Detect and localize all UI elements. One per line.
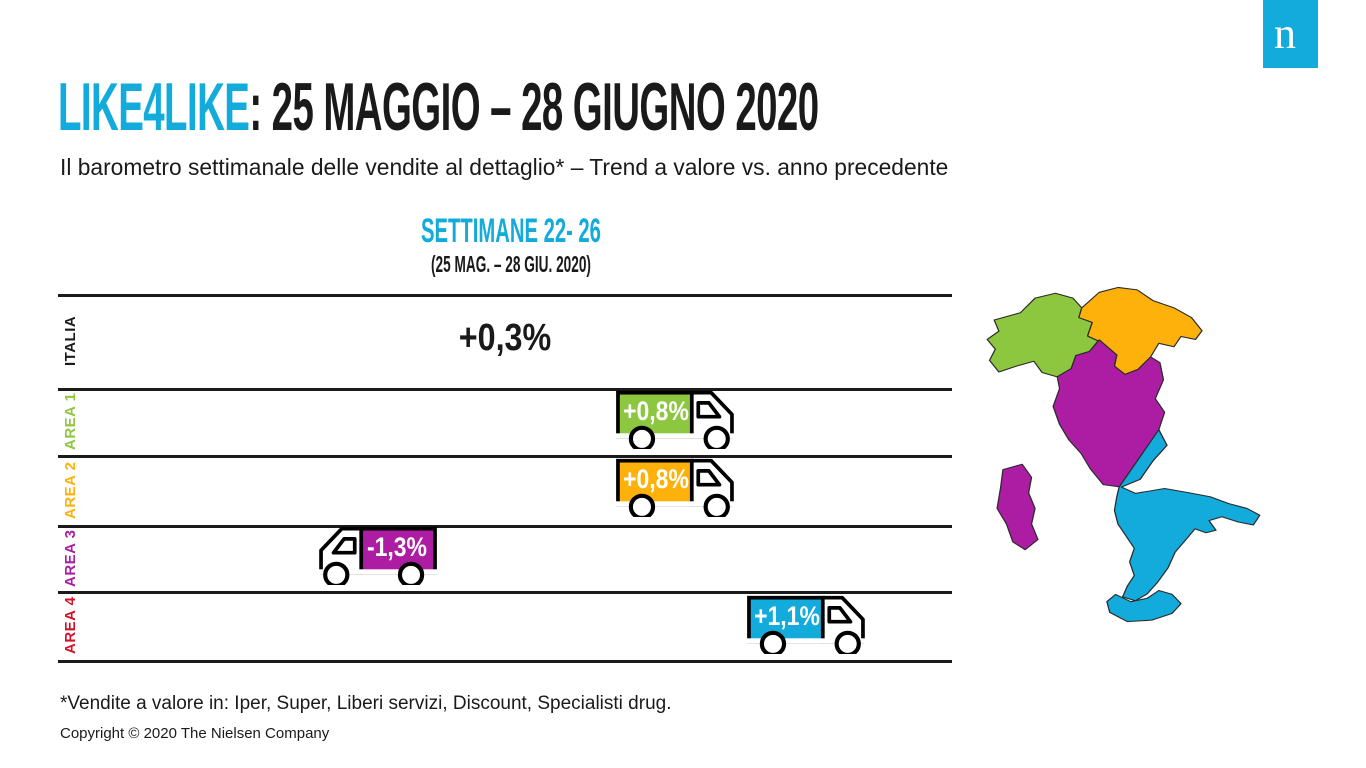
svg-text:n: n bbox=[1274, 9, 1296, 58]
